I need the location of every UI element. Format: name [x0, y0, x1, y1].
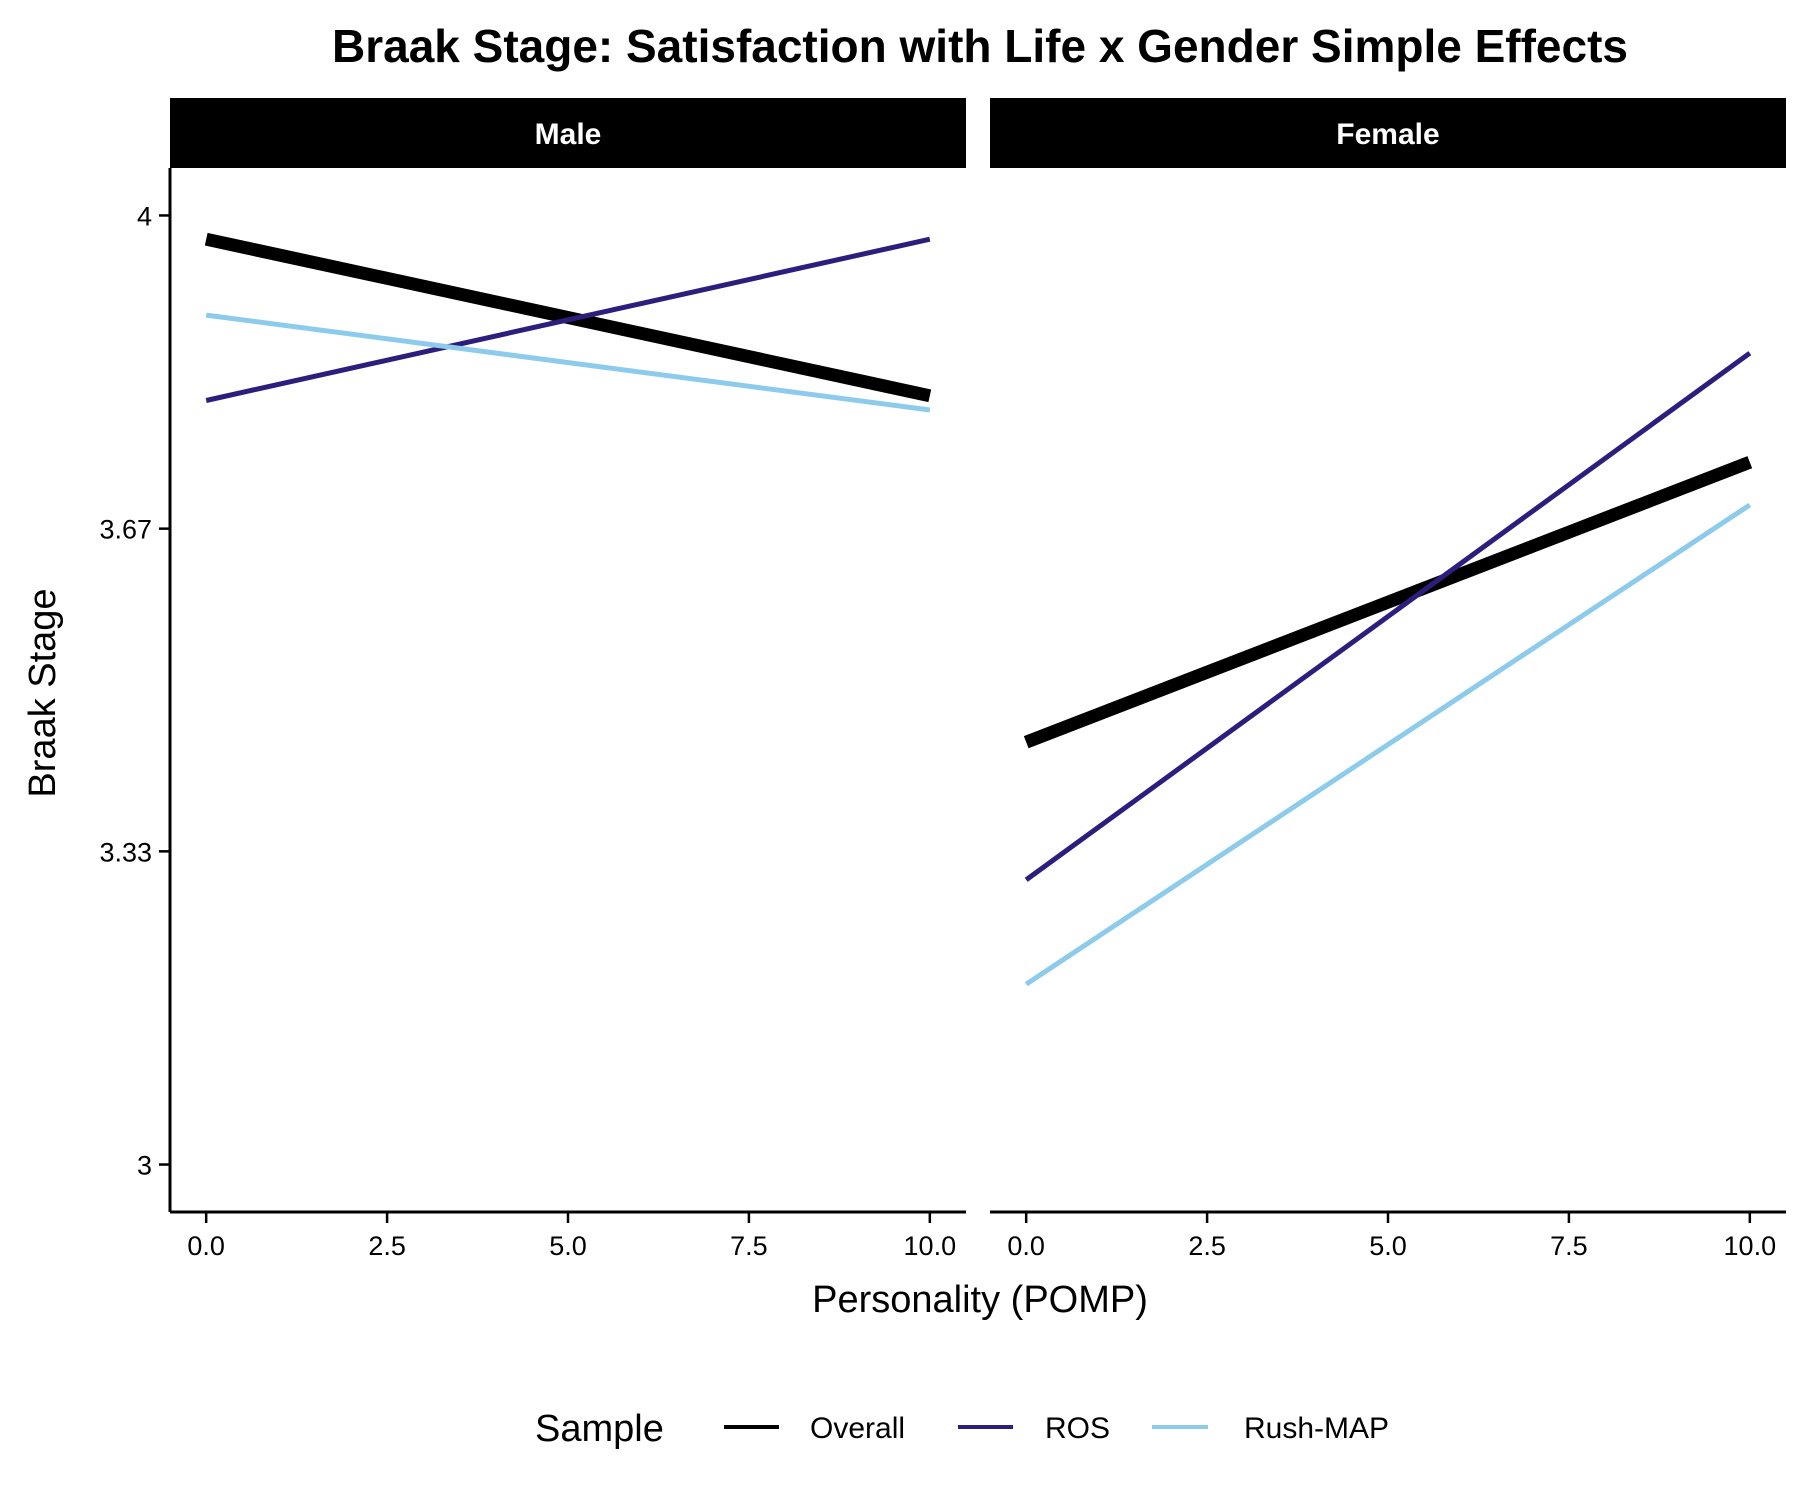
panel-male: Male 0.0 2.5 5.0 7.5 10.0 3 3.33 3.67 4 [99, 98, 966, 1261]
panels-layer: Male 0.0 2.5 5.0 7.5 10.0 3 3.33 3.67 4 Female 0.0 2… [99, 98, 1786, 1261]
series-line-female-overall [1023, 456, 1753, 749]
legend-label-ros: ROS [1045, 1412, 1110, 1445]
legend-label-overall: Overall [810, 1412, 905, 1445]
strip-male [170, 98, 966, 168]
x-tick-label-female: 0.0 [1007, 1231, 1045, 1261]
series-line-female-ros [1024, 351, 1752, 882]
series-line-male-rush-map [205, 312, 931, 413]
x-tick-label-female: 10.0 [1724, 1231, 1777, 1261]
strip-label-male: Male [535, 118, 602, 151]
x-tick-label-male: 0.0 [187, 1231, 225, 1261]
x-tick-label-female: 5.0 [1369, 1231, 1407, 1261]
strip-label-female: Female [1336, 118, 1439, 151]
y-tick-label: 4 [137, 201, 152, 231]
legend-label-rush-map: Rush-MAP [1244, 1412, 1389, 1445]
x-tick-label-male: 7.5 [730, 1231, 768, 1261]
series-line-female-rush-map [1024, 502, 1752, 987]
x-tick-label-female: 7.5 [1550, 1231, 1588, 1261]
y-tick-label: 3.67 [99, 515, 152, 545]
x-tick-label-male: 5.0 [549, 1231, 587, 1261]
series-line-male-ros [205, 236, 931, 403]
legend-title: Sample [535, 1408, 664, 1450]
panel-female: Female 0.0 2.5 5.0 7.5 10.0 [990, 98, 1786, 1261]
y-tick-label: 3 [137, 1151, 152, 1181]
y-axis-title: Braak Stage [22, 588, 64, 797]
chart-title: Braak Stage: Satisfaction with Life x Ge… [332, 20, 1628, 72]
x-tick-label-male: 2.5 [368, 1231, 406, 1261]
x-tick-label-female: 2.5 [1188, 1231, 1226, 1261]
x-axis-title: Personality (POMP) [812, 1279, 1148, 1321]
legend: Sample Overall ROS Rush-MAP [535, 1408, 1389, 1450]
strip-female [990, 98, 1786, 168]
x-tick-label-male: 10.0 [904, 1231, 957, 1261]
y-tick-label: 3.33 [99, 837, 152, 867]
